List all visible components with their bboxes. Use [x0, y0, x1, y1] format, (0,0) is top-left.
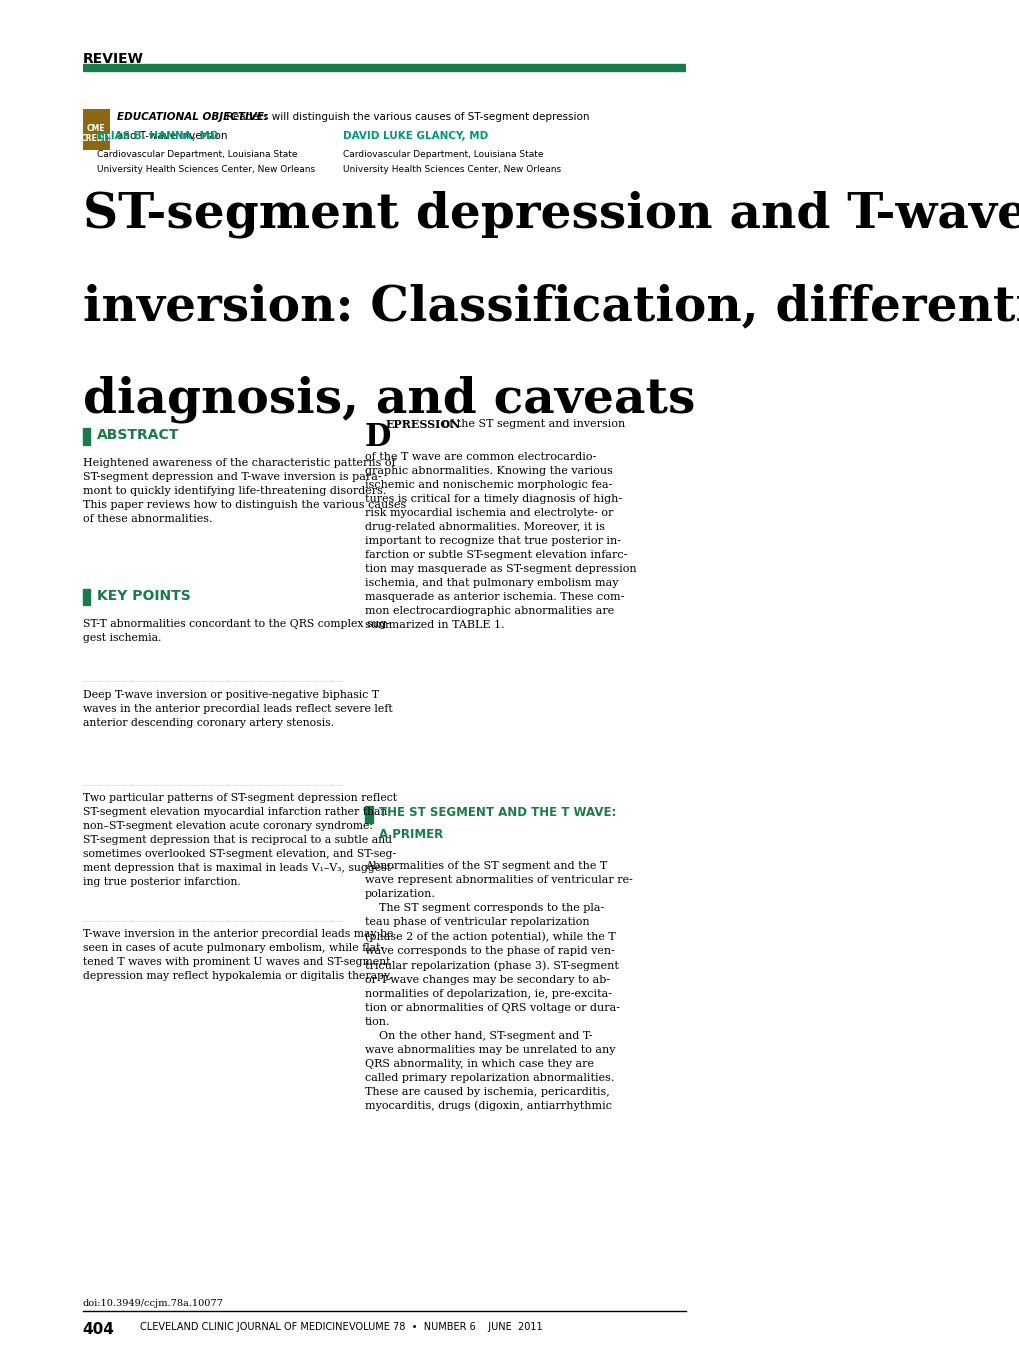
Text: REVIEW: REVIEW — [83, 52, 144, 65]
Text: doi:10.3949/ccjm.78a.10077: doi:10.3949/ccjm.78a.10077 — [83, 1299, 223, 1308]
Text: 404: 404 — [83, 1322, 114, 1337]
Text: and T-wave inversion: and T-wave inversion — [117, 131, 227, 140]
Text: EDUCATIONAL OBJECTIVE:: EDUCATIONAL OBJECTIVE: — [117, 112, 268, 121]
Text: ST-T abnormalities concordant to the QRS complex sug-
gest ischemia.: ST-T abnormalities concordant to the QRS… — [83, 619, 389, 643]
Text: DAVID LUKE GLANCY, MD: DAVID LUKE GLANCY, MD — [343, 131, 488, 140]
Text: Cardiovascular Department, Louisiana State: Cardiovascular Department, Louisiana Sta… — [97, 150, 298, 159]
Text: ST-segment depression and T-wave: ST-segment depression and T-wave — [83, 190, 1019, 238]
Text: KEY POINTS: KEY POINTS — [97, 589, 191, 602]
Text: Abnormalities of the ST segment and the T
wave represent abnormalities of ventri: Abnormalities of the ST segment and the … — [365, 861, 633, 1111]
Text: University Health Sciences Center, New Orleans: University Health Sciences Center, New O… — [343, 165, 561, 174]
Text: Two particular patterns of ST-segment depression reflect
ST-segment elevation my: Two particular patterns of ST-segment de… — [83, 793, 396, 887]
Text: diagnosis, and caveats: diagnosis, and caveats — [83, 375, 694, 423]
Text: University Health Sciences Center, New Orleans: University Health Sciences Center, New O… — [97, 165, 315, 174]
Text: A PRIMER: A PRIMER — [379, 828, 443, 842]
Text: of the T wave are common electrocardio-
graphic abnormalities. Knowing the vario: of the T wave are common electrocardio- … — [365, 452, 636, 630]
Text: THE ST SEGMENT AND THE T WAVE:: THE ST SEGMENT AND THE T WAVE: — [379, 806, 616, 820]
Text: Cardiovascular Department, Louisiana State: Cardiovascular Department, Louisiana Sta… — [343, 150, 543, 159]
Text: T-wave inversion in the anterior precordial leads may be
seen in cases of acute : T-wave inversion in the anterior precord… — [83, 929, 392, 981]
Text: inversion: Classification, differential: inversion: Classification, differential — [83, 283, 1019, 330]
Text: Readers will distinguish the various causes of ST-segment depression: Readers will distinguish the various cau… — [223, 112, 589, 121]
Text: Heightened awareness of the characteristic patterns of
ST-segment depression and: Heightened awareness of the characterist… — [83, 458, 406, 525]
FancyBboxPatch shape — [83, 109, 110, 150]
Text: ABSTRACT: ABSTRACT — [97, 428, 179, 442]
Text: VOLUME 78  •  NUMBER 6    JUNE  2011: VOLUME 78 • NUMBER 6 JUNE 2011 — [348, 1322, 542, 1331]
Bar — [365, 806, 372, 823]
Bar — [83, 589, 91, 605]
Text: CME
CREDIT: CME CREDIT — [81, 124, 112, 143]
Text: D: D — [365, 422, 391, 453]
Text: Deep T-wave inversion or positive-negative biphasic T
waves in the anterior prec: Deep T-wave inversion or positive-negati… — [83, 690, 392, 728]
Text: ELIAS B. HANNA, MD: ELIAS B. HANNA, MD — [97, 131, 218, 140]
Text: EPRESSION: EPRESSION — [385, 419, 460, 430]
Text: of the ST segment and inversion: of the ST segment and inversion — [438, 419, 625, 428]
Text: CLEVELAND CLINIC JOURNAL OF MEDICINE: CLEVELAND CLINIC JOURNAL OF MEDICINE — [140, 1322, 348, 1331]
Bar — [83, 428, 91, 445]
